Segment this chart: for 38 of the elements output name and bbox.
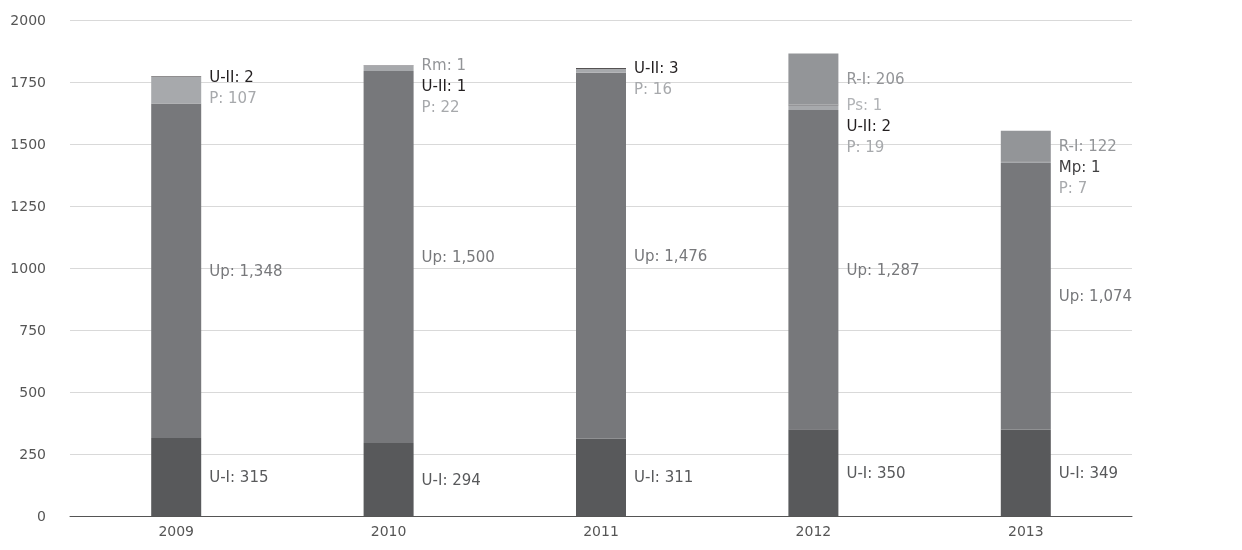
text: Up: 1,287 xyxy=(846,260,920,279)
text: P: 7 xyxy=(1058,178,1088,197)
y-tick-label: 1750 xyxy=(10,74,46,90)
y-tick-label: 250 xyxy=(19,446,46,462)
y-tick-label: 750 xyxy=(19,322,46,338)
text: U-I: 350 xyxy=(846,463,906,482)
text: P: 16 xyxy=(634,80,672,99)
text: Rm: 1 xyxy=(421,56,467,75)
text: Ps: 1 xyxy=(846,95,883,114)
text: U-I: 311 xyxy=(634,468,694,487)
text: Up: 1,348 xyxy=(209,261,283,280)
text: U-I: 294 xyxy=(421,470,481,489)
text: Up: 1,074 xyxy=(1058,287,1133,306)
x-tick-label: 2013 xyxy=(1007,523,1044,539)
y-tick-label: 500 xyxy=(19,384,46,400)
text: U-II: 3 xyxy=(634,59,679,78)
y-tick-label: 0 xyxy=(37,508,46,524)
y-tick-label: 1500 xyxy=(10,136,46,152)
text: Mp: 1 xyxy=(1058,157,1101,176)
text: U-I: 315 xyxy=(209,467,269,486)
x-tick-label: 2010 xyxy=(370,523,407,539)
text: P: 22 xyxy=(421,98,460,117)
text: Up: 1,500 xyxy=(421,248,495,267)
text: P: 107 xyxy=(209,88,257,107)
text: Up: 1,476 xyxy=(634,246,708,265)
x-tick-label: 2012 xyxy=(795,523,832,539)
text: U-I: 349 xyxy=(1058,463,1119,482)
y-tick-label: 1250 xyxy=(10,198,46,214)
text: U-II: 2 xyxy=(209,67,254,86)
y-tick-label: 2000 xyxy=(10,12,46,28)
text: P: 19 xyxy=(846,137,885,156)
text: R-I: 122 xyxy=(1058,136,1117,155)
text: U-II: 2 xyxy=(846,116,892,135)
text: U-II: 1 xyxy=(421,77,467,96)
x-tick-label: 2009 xyxy=(158,523,195,539)
x-tick-label: 2011 xyxy=(583,523,619,539)
text: R-I: 206 xyxy=(846,70,905,89)
y-tick-label: 1000 xyxy=(10,260,46,276)
